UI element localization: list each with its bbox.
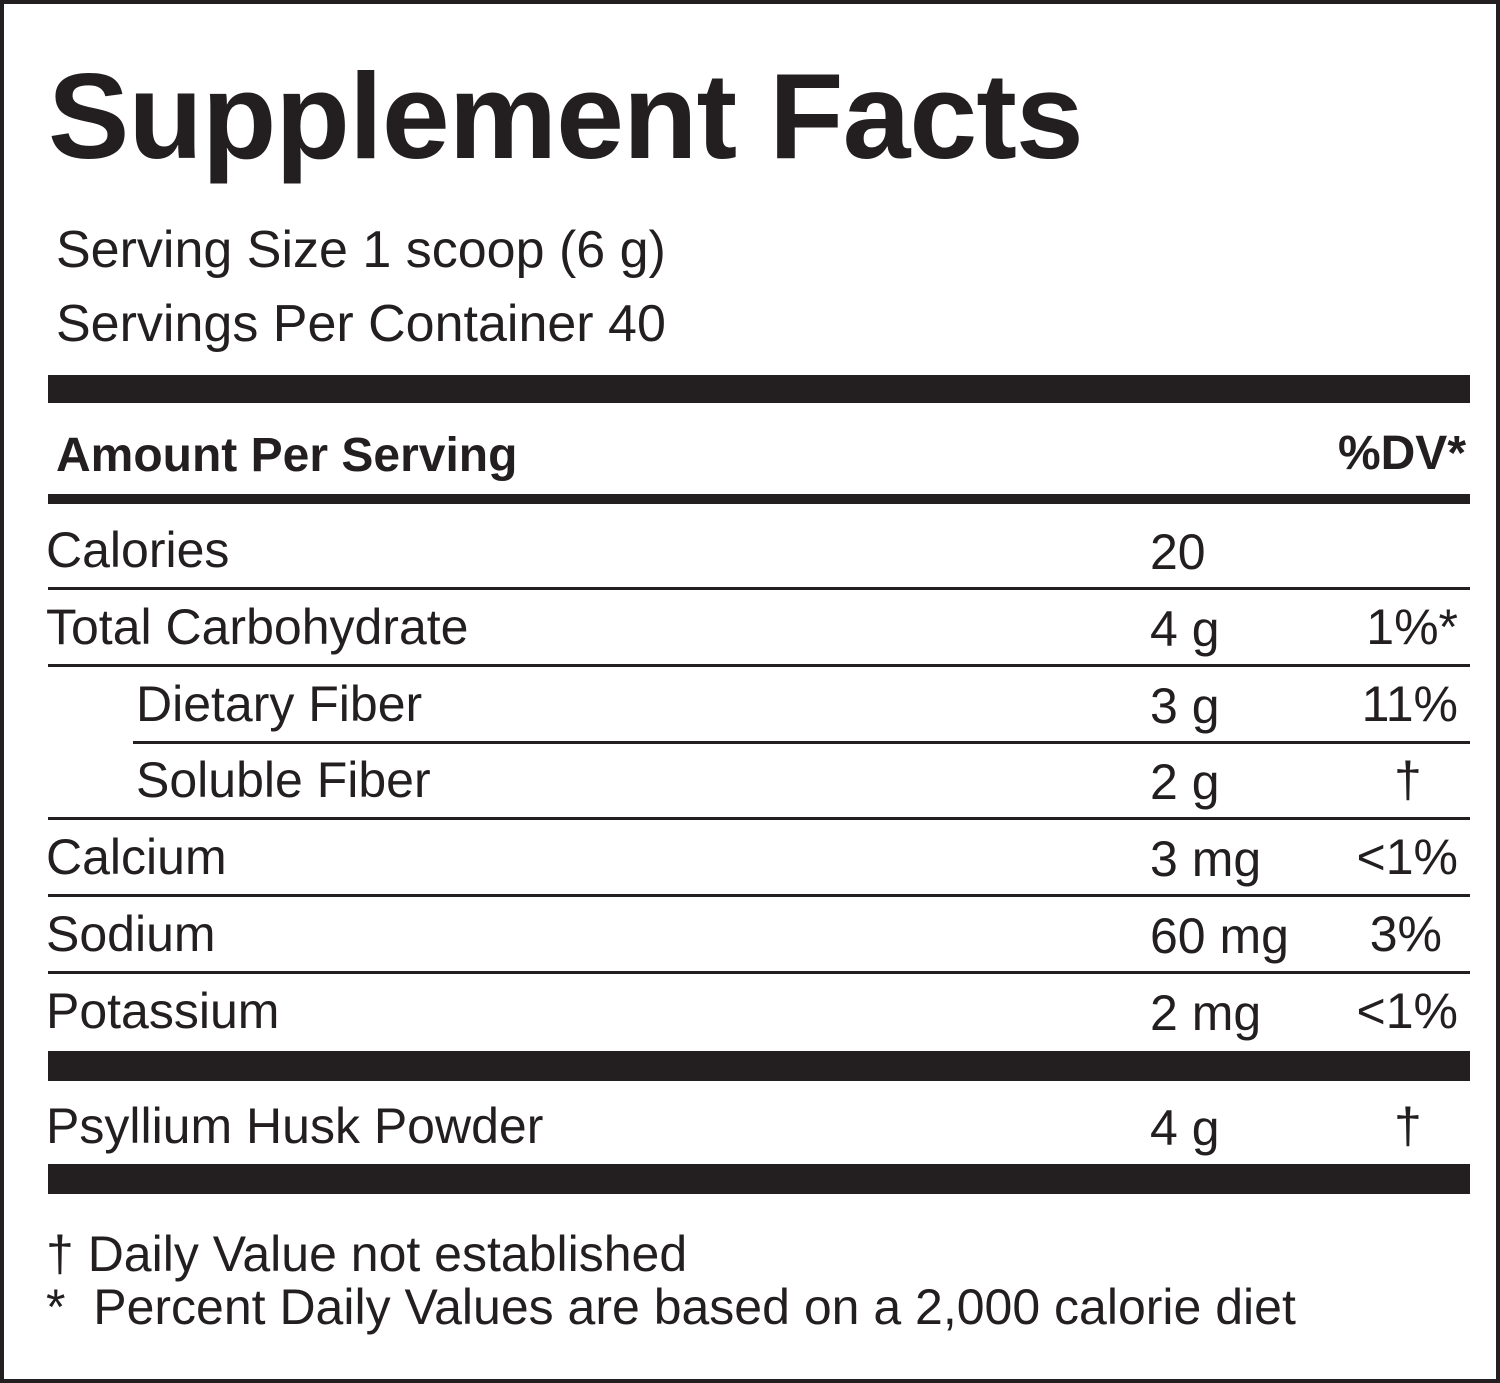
row-rule: [48, 971, 1470, 974]
ingredient-amount: 4 g: [1150, 1100, 1220, 1156]
row-rule: [48, 587, 1470, 590]
nutrient-dv: <1%: [1356, 982, 1458, 1039]
nutrient-name: Total Carbohydrate: [46, 598, 469, 655]
nutrient-amount: 3 mg: [1150, 831, 1262, 888]
nutrient-name: Sodium: [46, 906, 216, 962]
serving-size: Serving Size 1 scoop (6 g): [56, 221, 666, 279]
ingredient-dv: †: [1394, 1098, 1422, 1154]
nutrient-amount: 2 g: [1150, 754, 1220, 811]
thick-rule: [48, 1164, 1470, 1194]
thick-rule: [48, 375, 1470, 403]
nutrient-dv: 1%*: [1366, 598, 1458, 655]
nutrient-amount: 2 mg: [1150, 984, 1262, 1041]
nutrient-name: Soluble Fiber: [136, 752, 431, 809]
nutrient-amount: 4 g: [1150, 600, 1220, 657]
ingredient-name: Psyllium Husk Powder: [46, 1098, 544, 1154]
nutrient-dv: 11%: [1361, 675, 1458, 732]
dv-header: %DV*: [1337, 427, 1466, 480]
nutrient-name: Potassium: [46, 982, 280, 1039]
nutrient-amount: 3 g: [1150, 677, 1220, 734]
nutrient-dv: 3%: [1369, 906, 1442, 962]
nutrient-amount: 20: [1150, 524, 1206, 580]
nutrient-dv: †: [1394, 752, 1422, 809]
nutrient-dv: <1%: [1356, 829, 1458, 886]
row-rule: [48, 894, 1470, 898]
nutrient-name: Calcium: [46, 829, 227, 886]
footnote: * Percent Daily Values are based on a 2,…: [46, 1279, 1296, 1335]
nutrient-name: Dietary Fiber: [136, 675, 423, 732]
amount-header: Amount Per Serving: [56, 429, 518, 482]
nutrient-amount: 60 mg: [1150, 908, 1289, 964]
row-rule: [133, 740, 1470, 744]
nutrient-name: Calories: [46, 522, 230, 578]
servings-per-container: Servings Per Container 40: [56, 295, 666, 353]
medium-rule: [48, 494, 1470, 504]
title: Supplement Facts: [48, 48, 1084, 184]
footnote: † Daily Value not established: [46, 1226, 688, 1282]
thick-rule: [48, 1051, 1470, 1081]
row-rule: [48, 817, 1470, 821]
row-rule: [48, 663, 1470, 667]
